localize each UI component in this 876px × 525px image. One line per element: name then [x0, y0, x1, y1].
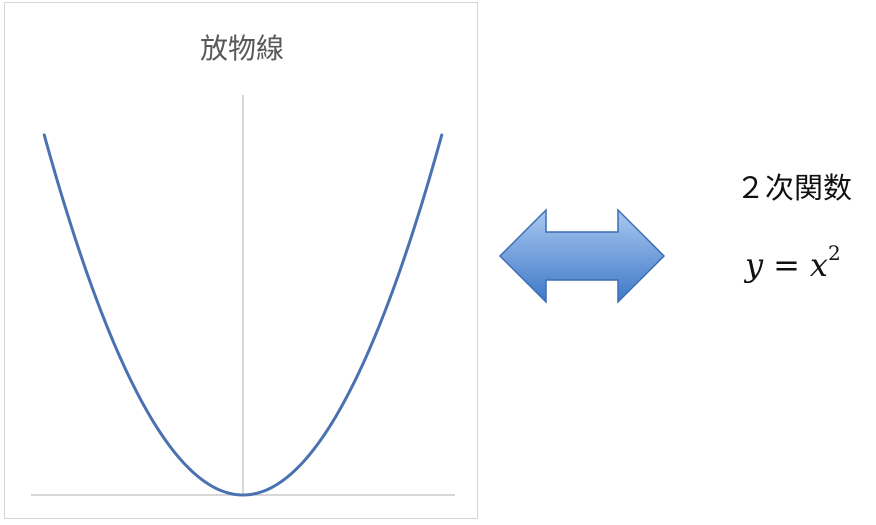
function-name: ２次関数 — [736, 171, 853, 205]
chart-title: 放物線 — [199, 32, 284, 65]
parabola-series-line-0 — [42, 133, 444, 497]
double-headed-arrow-icon — [498, 208, 666, 304]
formula: y = x2 — [745, 243, 841, 284]
chart-panel: 放物線 — [4, 2, 478, 519]
parabola-chart — [31, 95, 455, 497]
formula-base: x — [809, 246, 828, 284]
formula-exponent: 2 — [827, 241, 841, 266]
formula-lhs: y — [745, 246, 764, 284]
formula-equals: = — [773, 246, 800, 284]
